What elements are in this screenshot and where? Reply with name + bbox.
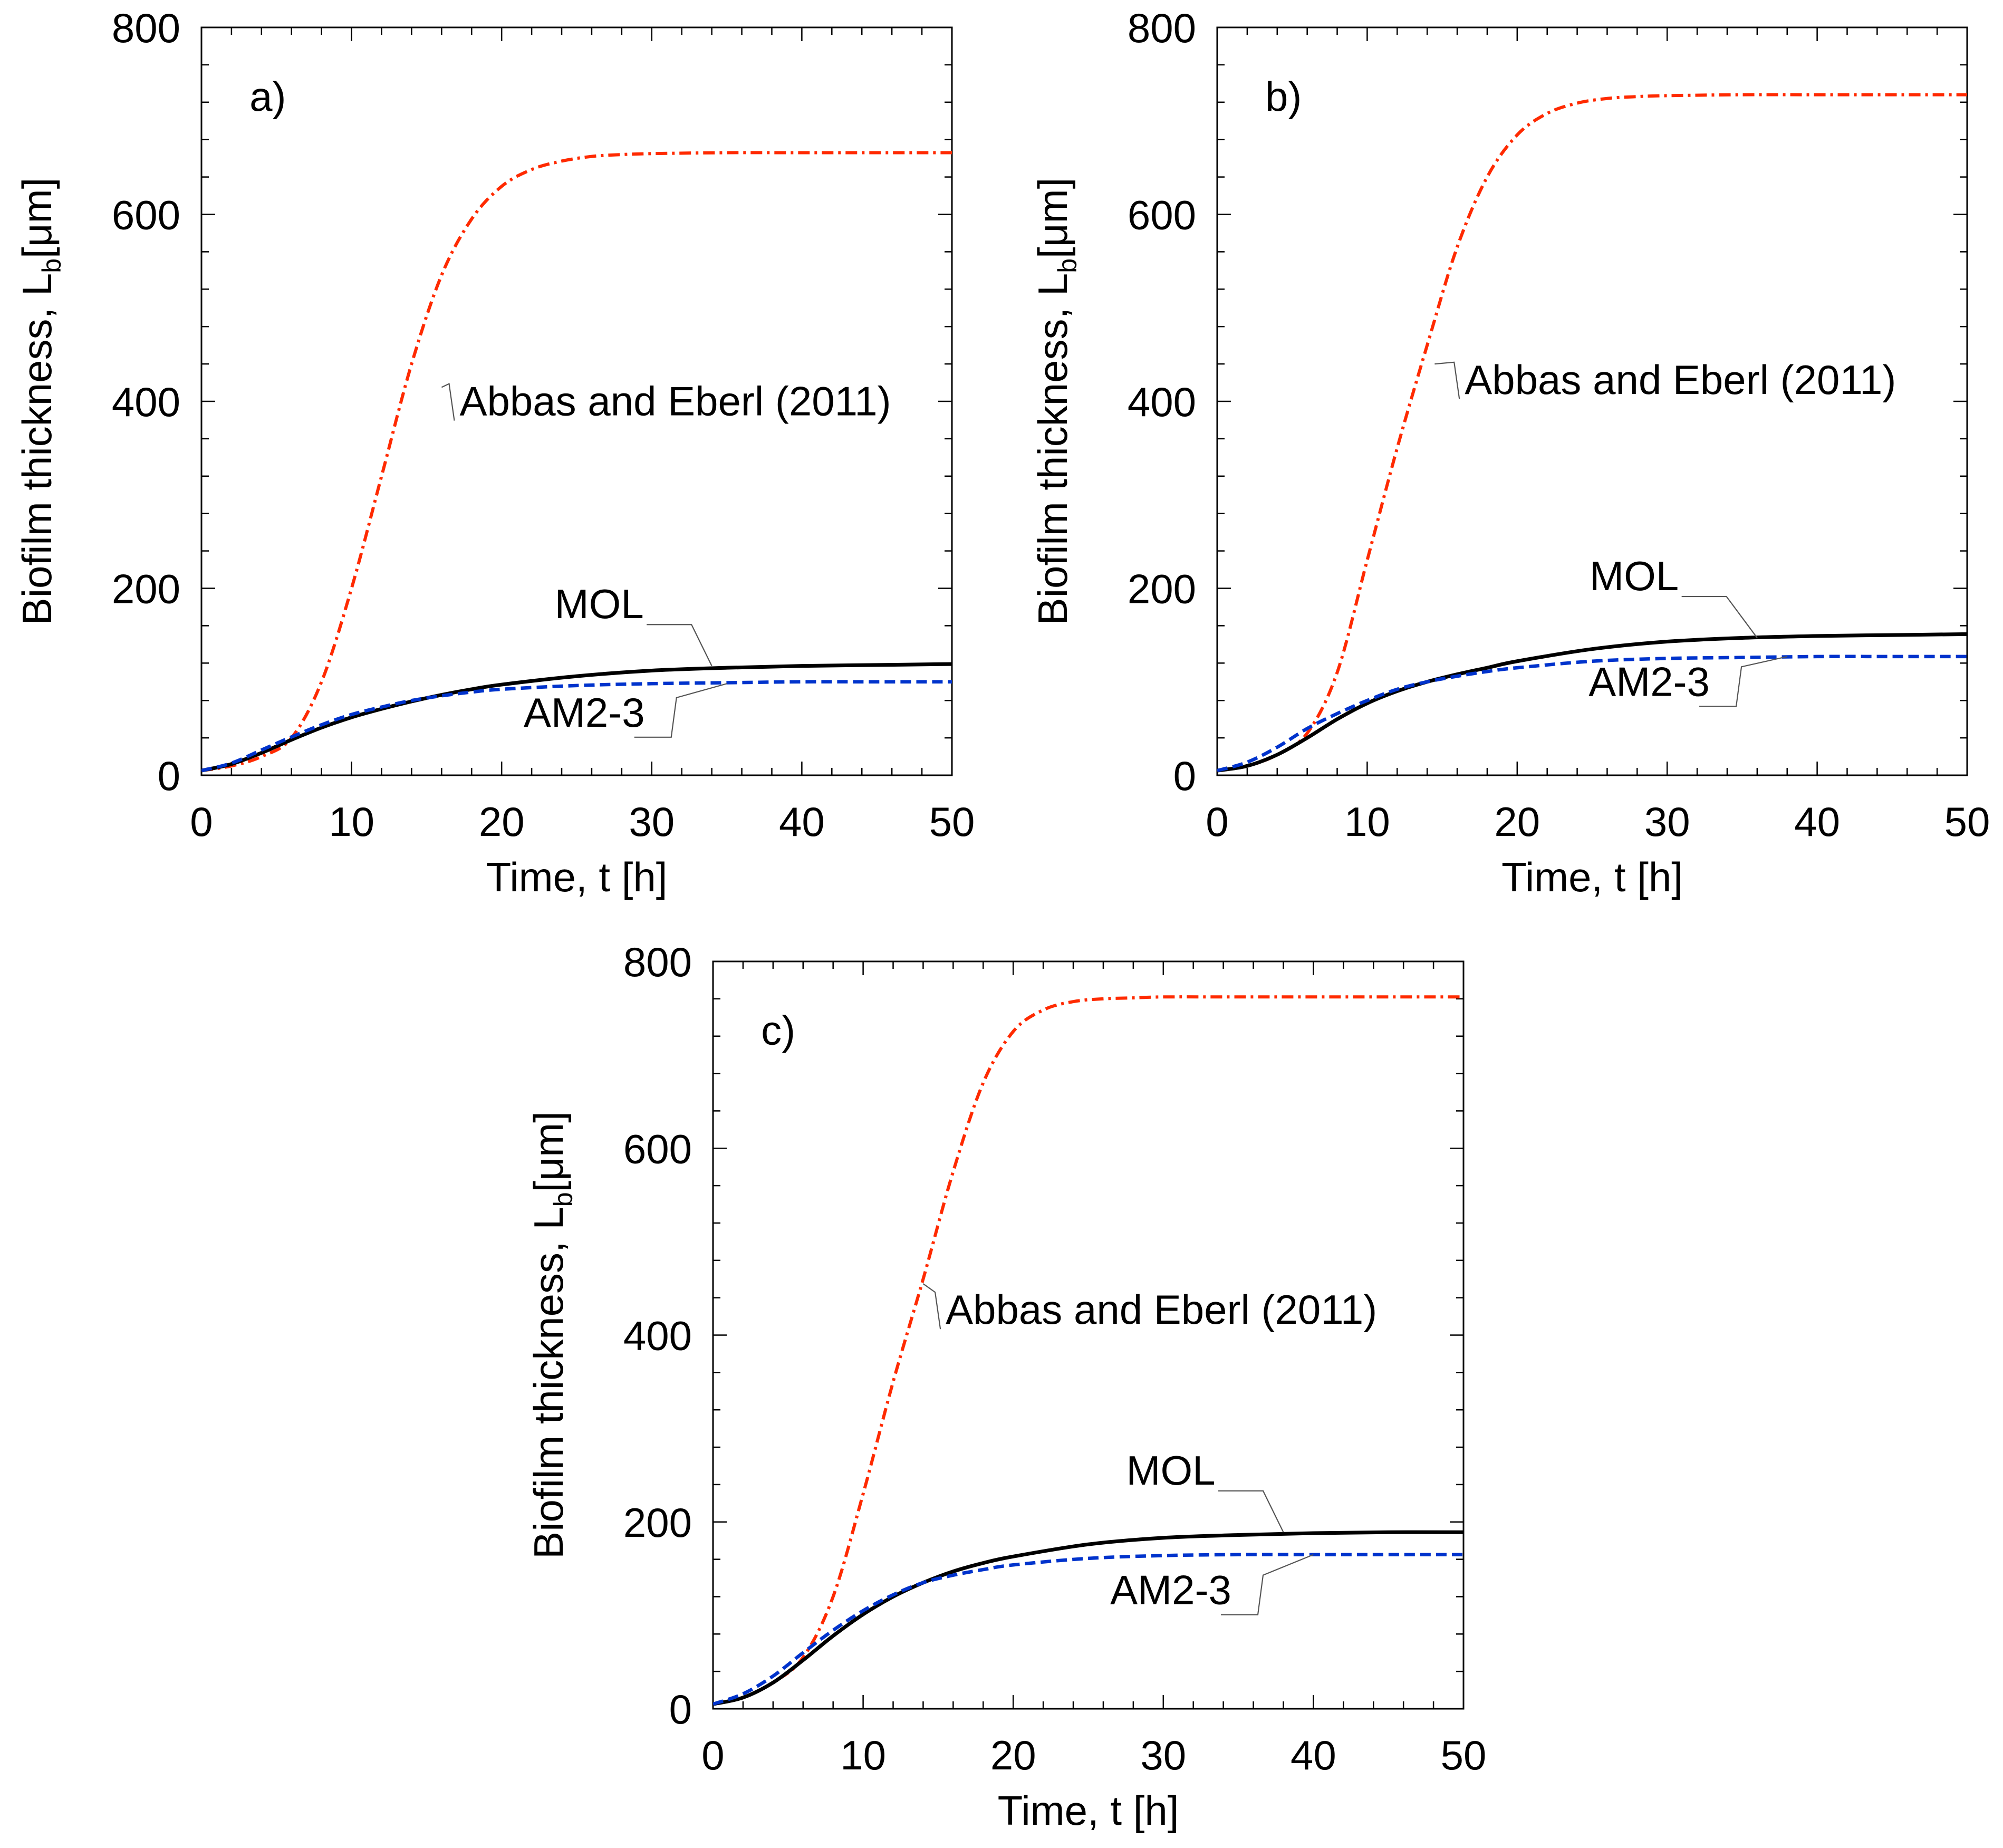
x-tick-label: 30 — [629, 798, 675, 845]
label-am2-3-leader — [634, 683, 727, 738]
x-tick-label: 40 — [1291, 1732, 1336, 1778]
label-mol-leader — [647, 624, 712, 667]
y-tick-label: 200 — [1128, 566, 1196, 612]
x-tick-label: 20 — [1494, 798, 1540, 845]
x-tick-label: 30 — [1644, 798, 1690, 845]
x-tick-label: 50 — [1944, 798, 1990, 845]
y-tick-label: 600 — [623, 1125, 692, 1172]
x-axis-label: Time, t [h] — [486, 854, 668, 900]
y-tick-label: 200 — [623, 1499, 692, 1546]
y-tick-label: 0 — [158, 753, 180, 799]
label-am2-3: AM2-3 — [1588, 658, 1710, 705]
y-axis-label-main: Biofilm thickness, L — [14, 273, 60, 625]
y-tick-label: 600 — [1128, 192, 1196, 238]
label-mol: MOL — [1126, 1447, 1216, 1494]
chart-panel-b: 0 10 20 30 40 50 0 200 400 600 800 Time, t [h] Biofi… — [1029, 5, 1990, 900]
y-axis-label-subscript: b — [548, 1192, 578, 1207]
label-abbas-eberl-leader — [922, 1283, 941, 1330]
label-abbas-eberl: Abbas and Eberl (2011) — [1465, 357, 1896, 403]
series-abbas-eberl-line — [1217, 93, 1967, 773]
label-mol-leader — [1681, 595, 1758, 639]
y-axis-label-unit: [μm] — [14, 178, 60, 258]
y-tick-label: 0 — [669, 1686, 692, 1732]
series-abbas-eberl-line — [713, 995, 1463, 1706]
label-mol: MOL — [555, 581, 644, 627]
x-tick-label: 20 — [990, 1732, 1036, 1778]
x-tick-label: 0 — [190, 798, 213, 845]
label-mol-leader — [1218, 1490, 1284, 1533]
plot-frame — [712, 960, 1465, 1710]
label-abbas-eberl-leader — [441, 382, 455, 421]
label-abbas-eberl-leader — [1434, 361, 1460, 399]
label-mol: MOL — [1590, 553, 1679, 599]
y-tick-label: 200 — [112, 566, 180, 612]
series-mol-line — [1217, 632, 1967, 773]
y-tick-label: 800 — [112, 5, 180, 51]
x-tick-label: 50 — [929, 798, 975, 845]
y-tick-label: 600 — [112, 192, 180, 238]
label-abbas-eberl: Abbas and Eberl (2011) — [460, 378, 891, 425]
y-axis-label-unit: [μm] — [525, 1111, 572, 1192]
y-axis-label-unit: [μm] — [1029, 178, 1076, 258]
series-mol-line — [713, 1530, 1463, 1706]
x-tick-label: 40 — [1794, 798, 1840, 845]
series-abbas-eberl-line — [201, 151, 952, 773]
x-axis-label: Time, t [h] — [1501, 854, 1683, 900]
series-am2-3-line — [1217, 654, 1967, 773]
x-tick-label: 30 — [1140, 1732, 1186, 1778]
x-tick-label: 10 — [840, 1732, 886, 1778]
label-am2-3: AM2-3 — [524, 689, 645, 736]
label-am2-3-leader — [1221, 1554, 1314, 1615]
series-am2-3-line — [201, 680, 952, 773]
label-am2-3-leader — [1699, 656, 1787, 707]
series-mol-line — [201, 662, 952, 773]
y-tick-label: 800 — [1128, 5, 1196, 51]
y-axis-label-subscript: b — [1053, 258, 1082, 273]
y-tick-label: 400 — [1128, 379, 1196, 425]
x-tick-label: 20 — [479, 798, 525, 845]
x-tick-label: 50 — [1441, 1732, 1487, 1778]
x-tick-label: 10 — [329, 798, 374, 845]
y-axis-label-main: Biofilm thickness, L — [525, 1207, 572, 1559]
y-tick-label: 800 — [623, 939, 692, 985]
panel-label: b) — [1265, 73, 1302, 120]
y-tick-label: 400 — [623, 1313, 692, 1359]
y-tick-label: 0 — [1173, 753, 1196, 799]
panel-label: c) — [761, 1007, 795, 1054]
y-axis-label-subscript: b — [37, 258, 66, 273]
label-abbas-eberl: Abbas and Eberl (2011) — [946, 1286, 1377, 1333]
x-tick-label: 0 — [1206, 798, 1228, 845]
x-tick-label: 40 — [779, 798, 825, 845]
panel-label: a) — [249, 73, 286, 120]
y-tick-label: 400 — [112, 379, 180, 425]
chart-panel-c: 0 10 20 30 40 50 0 200 400 600 800 Time, t [h] Biofi… — [525, 939, 1486, 1834]
chart-panel-a: 0 10 20 30 40 50 0 200 400 600 800 Time, t [h] Biofi… — [14, 5, 975, 900]
y-axis-label: Biofilm thickness, Lb[μm] — [14, 178, 66, 625]
series-am2-3-line — [713, 1553, 1463, 1706]
y-axis-label: Biofilm thickness, Lb[μm] — [525, 1111, 578, 1559]
label-am2-3: AM2-3 — [1110, 1567, 1231, 1613]
x-axis-label: Time, t [h] — [998, 1787, 1179, 1834]
x-tick-label: 0 — [701, 1732, 724, 1778]
x-tick-label: 10 — [1344, 798, 1390, 845]
y-axis-label: Biofilm thickness, Lb[μm] — [1029, 178, 1082, 625]
y-axis-label-main: Biofilm thickness, L — [1029, 273, 1076, 625]
